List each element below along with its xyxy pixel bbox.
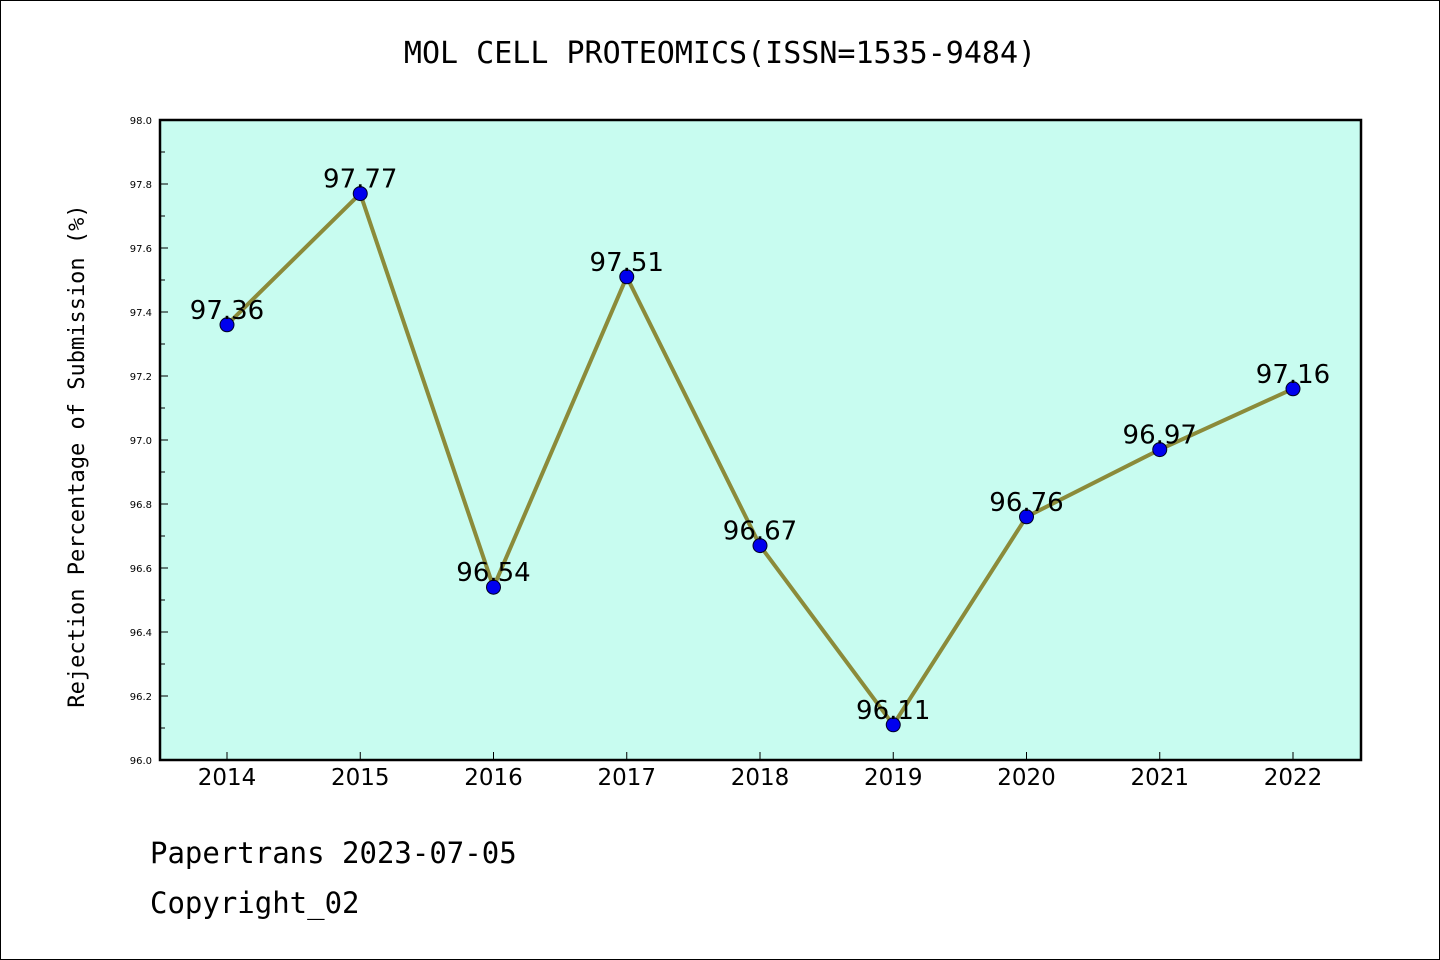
data-label: 96.11 <box>856 696 930 726</box>
data-label: 97.36 <box>190 296 264 326</box>
x-tick-label: 2014 <box>198 765 257 791</box>
y-tick-label: 96.8 <box>130 500 152 511</box>
data-point <box>885 717 901 733</box>
data-label: 96.97 <box>1123 421 1197 451</box>
y-axis-label: Rejection Percentage of Submission (%) <box>65 204 90 707</box>
y-tick-label: 97.6 <box>130 244 152 255</box>
x-axis: 2014 2015 2016 2017 2018 2019 2020 2021 2022 <box>198 752 1323 791</box>
footer-date: Papertrans 2023-07-05 <box>150 836 517 870</box>
data-point <box>486 579 501 595</box>
x-tick-label: 2021 <box>1130 765 1189 791</box>
data-point <box>752 538 768 554</box>
data-point <box>1285 381 1301 397</box>
data-label: 97.16 <box>1256 360 1330 390</box>
x-tick-label: 2018 <box>731 765 790 791</box>
data-points <box>219 186 1301 733</box>
y-tick-label: 96.6 <box>130 564 152 575</box>
y-tick-label: 96.0 <box>130 756 152 767</box>
x-tick-label: 2019 <box>864 765 923 791</box>
data-label: 97.51 <box>590 248 664 278</box>
data-point <box>219 317 235 333</box>
data-label: 96.76 <box>989 488 1063 518</box>
data-point <box>1152 442 1168 458</box>
y-tick-label: 97.8 <box>130 180 152 191</box>
y-tick-label: 97.4 <box>130 308 152 319</box>
data-label: 96.54 <box>456 558 530 588</box>
data-point <box>352 186 368 202</box>
data-point <box>619 269 635 285</box>
y-tick-label: 97.0 <box>130 436 152 447</box>
y-tick-label: 98.0 <box>130 116 152 127</box>
footer-copyright: Copyright_02 <box>150 886 360 920</box>
y-tick-label: 96.4 <box>130 628 152 639</box>
chart-title: MOL CELL PROTEOMICS(ISSN=1535-9484) <box>403 36 1037 71</box>
x-tick-label: 2020 <box>997 765 1056 791</box>
plot-area <box>158 118 1363 762</box>
x-tick-label: 2015 <box>331 765 390 791</box>
y-tick-label: 97.2 <box>130 372 152 383</box>
data-labels: 97.36 97.77 96.54 97.51 96.67 96.11 96.76 96.97… <box>190 165 1330 726</box>
x-tick-label: 2016 <box>464 765 523 791</box>
x-tick-label: 2017 <box>597 765 656 791</box>
y-tick-label: 96.2 <box>130 692 152 703</box>
data-label: 97.77 <box>323 165 397 195</box>
data-point <box>1019 509 1034 525</box>
x-tick-label: 2022 <box>1264 765 1323 791</box>
y-axis: 96.0 96.2 96.4 96.6 96.8 97.0 97.2 97.4 97.6 97.8… <box>130 116 168 767</box>
data-label: 96.67 <box>723 517 797 547</box>
